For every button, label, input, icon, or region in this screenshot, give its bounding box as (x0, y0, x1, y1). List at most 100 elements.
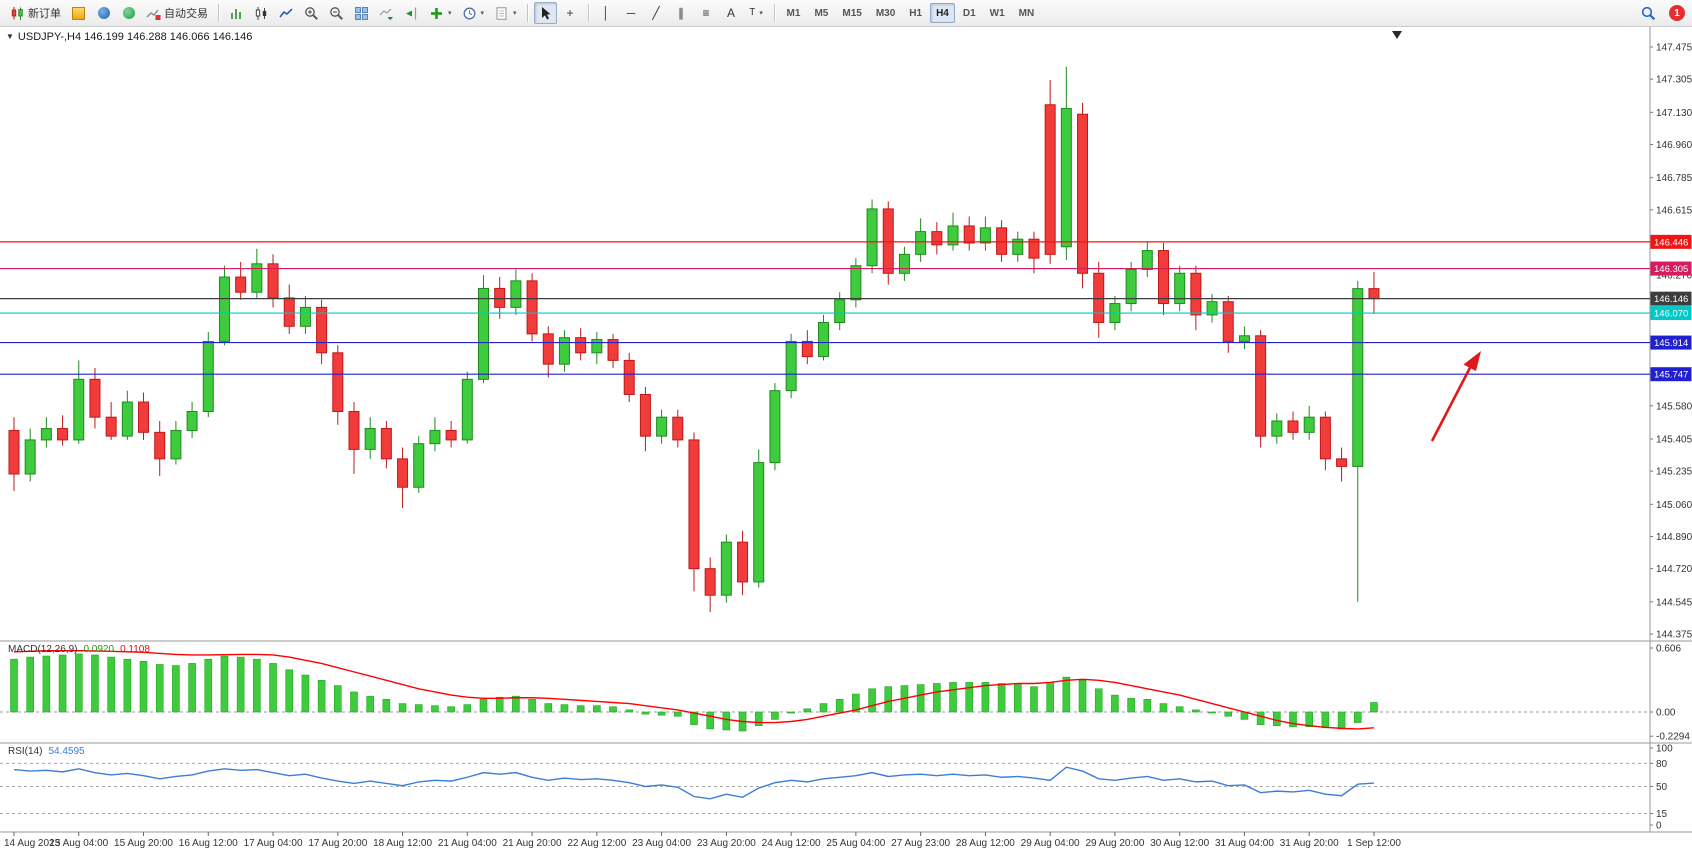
candle[interactable] (364, 428, 376, 450)
candle[interactable] (186, 411, 198, 431)
candle[interactable] (251, 263, 263, 293)
timeframe-h4-button[interactable]: H4 (930, 3, 955, 24)
search-button[interactable] (1637, 2, 1660, 24)
candle[interactable] (785, 340, 797, 392)
candle[interactable] (89, 378, 101, 418)
candle[interactable] (24, 439, 36, 475)
candle[interactable] (461, 378, 473, 441)
community-button[interactable] (92, 2, 115, 24)
candle[interactable] (1255, 335, 1267, 437)
candle[interactable] (235, 276, 247, 293)
text-tool-button[interactable]: A (720, 2, 743, 24)
candle[interactable] (380, 428, 392, 460)
label-tool-button[interactable]: T ▾ (745, 2, 768, 24)
candle[interactable] (283, 297, 295, 327)
cursor-tool-button[interactable] (533, 2, 557, 24)
line-chart-button[interactable] (275, 2, 298, 24)
candle[interactable] (898, 253, 910, 274)
candle[interactable] (1319, 416, 1331, 460)
autotrading-button[interactable]: 自动交易 (142, 2, 212, 24)
candle[interactable] (769, 390, 781, 464)
candle[interactable] (429, 429, 441, 445)
candle[interactable] (1303, 416, 1315, 433)
zoom-in-button[interactable] (300, 2, 323, 24)
candle[interactable] (510, 280, 522, 308)
candle[interactable] (801, 340, 813, 358)
rsi-pane[interactable] (0, 743, 1650, 832)
candle[interactable] (1222, 301, 1234, 342)
candle[interactable] (1012, 238, 1024, 255)
candle[interactable] (413, 443, 425, 488)
timeframe-m30-button[interactable]: M30 (870, 3, 901, 23)
candle[interactable] (494, 287, 506, 308)
horizontal-line-tool-button[interactable]: ─ (620, 2, 643, 24)
candle[interactable] (882, 208, 894, 274)
price-axis[interactable] (1650, 27, 1692, 832)
tile-windows-button[interactable] (350, 2, 373, 24)
candle[interactable] (526, 280, 538, 335)
candle[interactable] (672, 416, 684, 441)
candle[interactable] (1352, 288, 1364, 467)
candle[interactable] (299, 306, 311, 327)
candle[interactable] (1044, 104, 1056, 255)
notification-badge[interactable]: 1 (1669, 5, 1685, 21)
timeframe-m1-button[interactable]: M1 (781, 3, 807, 23)
candle[interactable] (947, 225, 959, 246)
candle[interactable] (105, 416, 117, 437)
candle[interactable] (931, 231, 943, 246)
candle[interactable] (607, 339, 619, 361)
candle[interactable] (575, 337, 587, 354)
candle[interactable] (591, 339, 603, 354)
candle[interactable] (478, 287, 490, 380)
charts-profile-button[interactable] (67, 2, 90, 24)
candle[interactable] (688, 439, 700, 570)
channel-tool-button[interactable]: ∥ (670, 2, 693, 24)
candle[interactable] (218, 276, 230, 342)
candle[interactable] (996, 227, 1008, 255)
zoom-out-button[interactable] (325, 2, 348, 24)
candle[interactable] (704, 568, 716, 596)
timeframe-m15-button[interactable]: M15 (836, 3, 867, 23)
candle[interactable] (170, 429, 182, 460)
trend-arrow-annotation[interactable] (1430, 359, 1476, 442)
crosshair-tool-button[interactable]: + (559, 2, 582, 24)
candle[interactable] (1271, 420, 1283, 437)
chart-shift-button[interactable] (400, 2, 423, 24)
candle[interactable] (1190, 272, 1202, 316)
candle[interactable] (397, 458, 409, 488)
candle[interactable] (8, 429, 20, 475)
candle[interactable] (866, 208, 878, 267)
candle[interactable] (348, 411, 360, 450)
templates-button[interactable]: ▾ (490, 2, 521, 24)
candle[interactable] (656, 416, 668, 437)
candle[interactable] (1287, 420, 1299, 433)
timeframe-w1-button[interactable]: W1 (984, 3, 1011, 23)
candle[interactable] (818, 322, 829, 358)
candle[interactable] (57, 428, 69, 441)
macd-pane[interactable] (0, 641, 1650, 743)
candle[interactable] (639, 393, 651, 437)
candle[interactable] (915, 231, 927, 255)
candle[interactable] (1336, 458, 1348, 467)
candle[interactable] (542, 333, 554, 365)
candle[interactable] (1060, 108, 1072, 248)
candle[interactable] (202, 340, 214, 413)
candle[interactable] (1238, 335, 1250, 342)
candle[interactable] (850, 265, 862, 301)
trendline-tool-button[interactable]: ╱ (645, 2, 668, 24)
candle[interactable] (73, 378, 85, 441)
chart-shift-marker[interactable] (1392, 31, 1402, 39)
candle[interactable] (1125, 268, 1137, 305)
candle[interactable] (1077, 113, 1089, 274)
candle[interactable] (558, 337, 570, 365)
new-order-button[interactable]: 新订单 (6, 2, 65, 24)
timeframe-mn-button[interactable]: MN (1013, 3, 1041, 23)
trend-arrow-head[interactable] (1463, 351, 1482, 371)
candle[interactable] (753, 462, 765, 583)
candlestick-chart-button[interactable] (250, 2, 273, 24)
candle[interactable] (332, 352, 344, 413)
candle[interactable] (40, 428, 52, 441)
candle[interactable] (623, 359, 635, 395)
candle[interactable] (720, 541, 732, 596)
